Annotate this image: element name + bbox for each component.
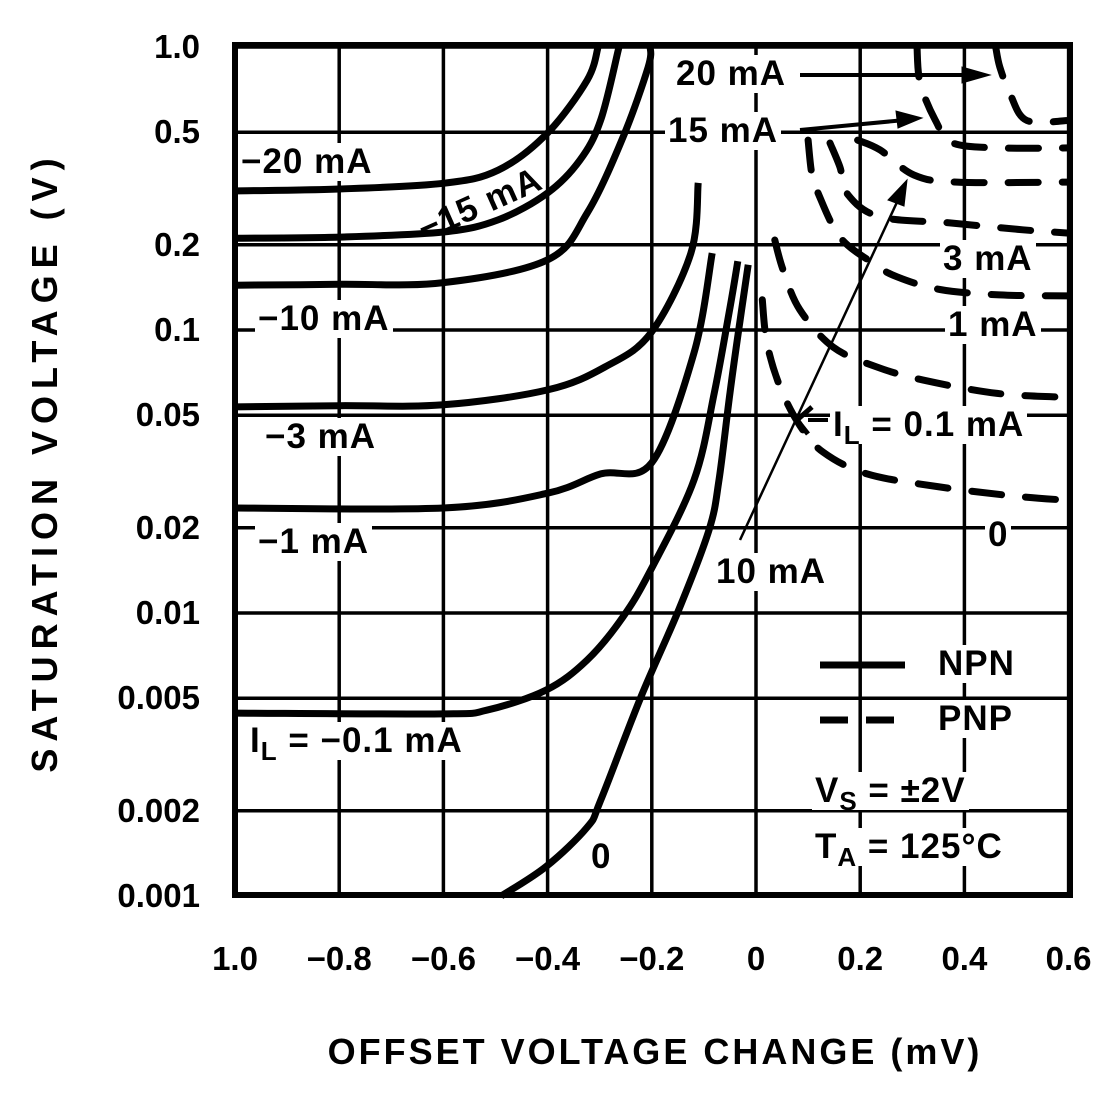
label-text: = ±2V	[857, 771, 966, 810]
y-tick-label: 0.02	[135, 508, 200, 546]
arrowhead-0.1ma	[793, 405, 814, 436]
legend-pnp-label: PNP	[935, 700, 1016, 738]
label-text: I	[250, 721, 261, 760]
y-axis-title: SATURATION VOLTAGE (V)	[24, 151, 65, 773]
label-subscript: A	[837, 842, 858, 872]
series-pnp-1mA	[804, 136, 1073, 300]
label-text: T	[815, 827, 838, 866]
label-npn-minus-1ma: −1 mA	[255, 523, 373, 561]
x-tick-label: −0.4	[515, 940, 581, 977]
y-tick-label: 0.002	[117, 791, 200, 829]
label-pnp-1ma: 1 mA	[945, 306, 1041, 344]
series-pnp-15mA	[913, 43, 1073, 152]
label-pnp-10ma: 10 mA	[713, 553, 830, 591]
x-tick-label: 0	[746, 940, 766, 977]
curves	[234, 43, 1073, 899]
x-tick-label: −0.2	[619, 940, 685, 977]
label-text: = 0.1 mA	[860, 405, 1025, 444]
label-npn-minus-0.1ma: IL = −0.1 mA	[247, 721, 466, 764]
plot-frame	[232, 42, 1073, 898]
label-pnp-0.1ma: IL = 0.1 mA	[830, 405, 1028, 448]
annotation-arrows	[738, 66, 992, 724]
series-pnp-3mA	[826, 139, 1073, 237]
label-text: I	[833, 405, 844, 444]
series-pnp-10mA	[854, 136, 1073, 187]
label-pnp-3ma: 3 mA	[940, 240, 1036, 278]
series-npn-0	[499, 264, 752, 899]
condition-supply-voltage: VS = ±2V	[812, 771, 969, 814]
x-tick-label: 0.2	[837, 940, 884, 977]
series-npn-minus-0.1mA	[234, 260, 742, 718]
y-tick-label: 0.05	[135, 396, 200, 434]
x-tick-label: 0.6	[1045, 940, 1092, 977]
label-pnp-20ma: 20 mA	[673, 55, 790, 93]
label-npn-minus-3ma: −3 mA	[262, 418, 380, 456]
label-subscript: L	[260, 736, 278, 766]
label-npn-minus-20ma: −20 mA	[238, 143, 376, 181]
arrowhead-10ma	[887, 178, 908, 207]
series-pnp-20mA	[992, 43, 1073, 126]
label-pnp-zero: 0	[985, 516, 1012, 554]
label-npn-zero: 0	[591, 837, 612, 876]
y-tick-label: 1.0	[154, 28, 200, 65]
x-axis-title: OFFSET VOLTAGE CHANGE (mV)	[327, 1031, 983, 1072]
label-text: V	[815, 771, 840, 810]
label-text: = −0.1 mA	[277, 721, 463, 760]
series-pnp-0.1mA	[771, 236, 1073, 401]
label-text: = 125°C	[857, 827, 1003, 866]
legend-npn-label: NPN	[935, 645, 1018, 683]
y-tick-label: 0.2	[154, 225, 200, 263]
y-tick-label: 0.001	[117, 877, 200, 914]
y-tick-label: 0.005	[117, 679, 200, 717]
x-tick-label: −0.6	[410, 940, 476, 977]
label-subscript: L	[843, 420, 861, 450]
x-tick-label: 0.4	[941, 940, 988, 977]
arrowhead-15ma	[895, 110, 924, 129]
label-pnp-15ma: 15 mA	[665, 112, 782, 150]
label-subscript: S	[839, 786, 858, 816]
y-tick-label: 0.1	[154, 311, 200, 348]
arrow-10ma	[738, 199, 900, 541]
x-tick-label: −0.8	[306, 940, 372, 977]
series-npn-minus-1mA	[234, 252, 716, 513]
series-pnp-0	[758, 296, 1073, 504]
series-npn-minus-10mA	[234, 46, 655, 289]
y-tick-label: 0.5	[154, 113, 200, 151]
condition-ambient-temperature: TA = 125°C	[812, 827, 1006, 870]
x-tick-label: 1.0	[212, 940, 258, 977]
arrow-15ma	[799, 118, 906, 132]
series-npn-minus-20mA	[234, 45, 602, 195]
arrowhead-20ma	[961, 66, 992, 84]
label-npn-minus-10ma: −10 mA	[255, 300, 393, 338]
series-npn-minus-3mA	[234, 182, 702, 411]
series-npn-minus-15mA	[234, 46, 623, 242]
y-tick-label: 0.01	[135, 594, 200, 631]
